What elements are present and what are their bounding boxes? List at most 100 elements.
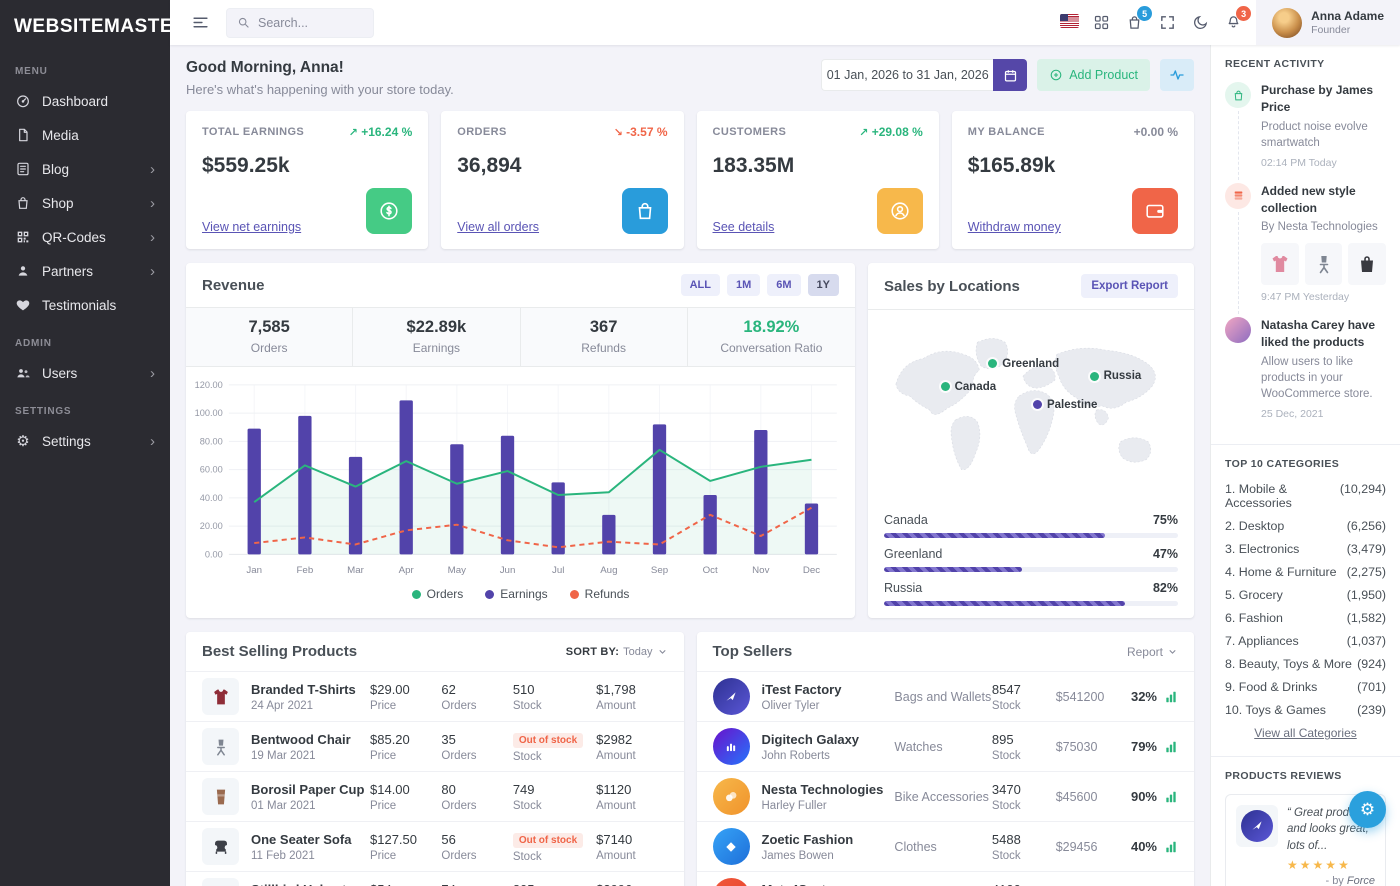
review-card[interactable]: “ Great product and looks great, lots of…: [1225, 794, 1386, 886]
seller-row[interactable]: Zoetic Fashion James Bowen Clothes 5488 S…: [696, 821, 1194, 871]
range-button[interactable]: 1Y: [807, 274, 839, 296]
activity-icon: [1225, 82, 1251, 108]
report-dropdown[interactable]: Report: [1127, 645, 1178, 659]
bell-icon[interactable]: 3: [1217, 6, 1252, 39]
settings-fab[interactable]: ⚙: [1349, 791, 1386, 828]
cart-icon[interactable]: 5: [1118, 6, 1153, 39]
revenue-stat: 7,585 Orders: [186, 308, 354, 366]
product-row[interactable]: Branded T-Shirts 24 Apr 2021 $29.00 Price…: [186, 671, 684, 721]
category-row[interactable]: 3. Electronics (3,479): [1225, 542, 1386, 557]
seller-amount: $45600: [1055, 789, 1098, 804]
hamburger-icon[interactable]: [184, 7, 216, 39]
category-row[interactable]: 1. Mobile & Accessories (10,294): [1225, 482, 1386, 511]
stat-value: 36,894: [457, 154, 522, 177]
moon-icon[interactable]: [1184, 6, 1217, 39]
caret-down-icon: [658, 649, 666, 654]
stat-link[interactable]: Withdraw money: [967, 220, 1061, 234]
caret-down-icon: [1169, 649, 1176, 654]
seller-owner: Oliver Tyler: [761, 699, 820, 712]
activity-pulse-button[interactable]: [1160, 59, 1194, 91]
product-row[interactable]: Borosil Paper Cup 01 Mar 2021 $14.00 Pric…: [186, 771, 684, 821]
chevron-right-icon: ›: [150, 262, 155, 280]
seller-logo: [712, 728, 750, 765]
activity-avatar: [1225, 317, 1251, 344]
bar-chart-icon: [1164, 840, 1178, 854]
activity-item[interactable]: Purchase by James Price Product noise ev…: [1225, 82, 1386, 183]
sort-by-dropdown[interactable]: SORT BY: Today: [566, 646, 668, 658]
activity-product-thumb[interactable]: [1348, 243, 1387, 286]
category-row[interactable]: 2. Desktop (6,256): [1225, 519, 1386, 534]
sidebar-item-dashboard[interactable]: Dashboard: [0, 84, 170, 118]
seller-owner: John Roberts: [761, 749, 830, 762]
activity-item[interactable]: Natasha Carey have liked the products Al…: [1225, 317, 1386, 434]
map-marker[interactable]: Russia: [1089, 370, 1141, 382]
users-icon: [15, 365, 31, 381]
sidebar-item-qr-codes[interactable]: QR-Codes ›: [0, 220, 170, 254]
products-reviews-heading: PRODUCTS REVIEWS: [1225, 770, 1342, 783]
stat-link[interactable]: View net earnings: [202, 220, 302, 234]
range-button[interactable]: ALL: [680, 274, 720, 296]
category-row[interactable]: 10. Toys & Games (239): [1225, 703, 1386, 718]
stat-link[interactable]: View all orders: [457, 220, 540, 234]
flag-us-icon[interactable]: [1052, 6, 1085, 39]
stat-delta: ↘ -3.57 %: [613, 125, 668, 139]
top-sellers-card: Top Sellers Report: [696, 632, 1194, 886]
sidebar-item-settings[interactable]: ⚙ Settings ›: [0, 424, 170, 458]
category-row[interactable]: 5. Grocery (1,950): [1225, 588, 1386, 603]
view-all-categories-link[interactable]: View all Categories: [1254, 726, 1357, 741]
product-row[interactable]: Stillbird Helmet 17 Jan 2021 $54Price 74…: [186, 871, 684, 886]
map-marker[interactable]: Palestine: [1032, 399, 1097, 411]
search-input[interactable]: [258, 15, 363, 30]
products-reviews-section: PRODUCTS REVIEWS “ Great product and loo…: [1211, 756, 1400, 886]
stat-card-my-balance: MY BALANCE +0.00 % $165.89k Withdraw mon…: [951, 111, 1194, 249]
stat-link[interactable]: See details: [712, 220, 775, 234]
seller-logo: [712, 778, 750, 815]
seller-row[interactable]: Nesta Technologies Harley Fuller Bike Ac…: [696, 771, 1194, 821]
category-row[interactable]: 8. Beauty, Toys & More (924): [1225, 657, 1386, 672]
sidebar-item-testimonials[interactable]: Testimonials: [0, 288, 170, 322]
product-date: 01 Mar 2021: [251, 799, 316, 812]
stat-value: 183.35M: [712, 154, 795, 177]
sidebar-item-shop[interactable]: Shop ›: [0, 186, 170, 220]
seller-row[interactable]: iTest Factory Oliver Tyler Bags and Wall…: [696, 671, 1194, 721]
seller-row[interactable]: Digitech Galaxy John Roberts Watches 895…: [696, 721, 1194, 771]
calendar-icon: [1004, 69, 1016, 81]
seller-percent: 32%: [1125, 689, 1178, 704]
activity-item[interactable]: Added new style collection By Nesta Tech…: [1225, 182, 1387, 318]
sidebar-item-media[interactable]: Media: [0, 118, 170, 152]
range-button[interactable]: 1M: [726, 274, 761, 296]
map-marker[interactable]: Greenland: [988, 358, 1059, 370]
export-report-button[interactable]: Export Report: [1081, 274, 1178, 298]
calendar-button[interactable]: [993, 59, 1028, 91]
topbar-actions: 5 3: [1052, 0, 1252, 45]
top-sellers-title: Top Sellers: [712, 643, 793, 660]
product-row[interactable]: One Seater Sofa 11 Feb 2021 $127.50 Price…: [186, 821, 684, 871]
greeting-row: Good Morning, Anna! Here's what's happen…: [186, 59, 1194, 97]
product-name: Branded T-Shirts: [251, 681, 356, 697]
range-button[interactable]: 6M: [767, 274, 801, 296]
category-row[interactable]: 4. Home & Furniture (2,275): [1225, 565, 1386, 580]
user-menu[interactable]: Anna Adame Founder: [1256, 0, 1400, 45]
chart-legend: Orders Earnings Refunds: [186, 580, 855, 612]
activity-product-thumb[interactable]: [1261, 243, 1299, 286]
category-row[interactable]: 7. Appliances (1,037): [1225, 634, 1386, 649]
search-box[interactable]: [226, 7, 374, 38]
category-row[interactable]: 6. Fashion (1,582): [1225, 611, 1386, 626]
revenue-title: Revenue: [202, 276, 265, 294]
activity-product-thumb[interactable]: [1304, 243, 1343, 286]
add-product-button[interactable]: Add Product: [1037, 59, 1150, 91]
sidebar-item-partners[interactable]: Partners ›: [0, 254, 170, 288]
sidebar-item-blog[interactable]: Blog ›: [0, 152, 170, 186]
grid-icon[interactable]: [1085, 6, 1118, 39]
date-range-input[interactable]: [821, 59, 994, 91]
sidebar-item-users[interactable]: Users ›: [0, 356, 170, 390]
seller-category: Bags and Wallets: [894, 689, 992, 704]
seller-row[interactable]: Meta4Systems Zoe Dennis Furniture 4100St…: [696, 871, 1194, 886]
location-row: Canada 75%: [884, 513, 1178, 538]
map-marker[interactable]: Canada: [940, 381, 996, 393]
category-row[interactable]: 9. Food & Drinks (701): [1225, 680, 1386, 695]
product-row[interactable]: Bentwood Chair 19 Mar 2021 $85.20 Price 3…: [186, 721, 684, 771]
trend-arrow-icon: ↗: [859, 126, 869, 139]
fullscreen-icon[interactable]: [1151, 6, 1184, 39]
page-title: Good Morning, Anna!: [186, 59, 344, 76]
